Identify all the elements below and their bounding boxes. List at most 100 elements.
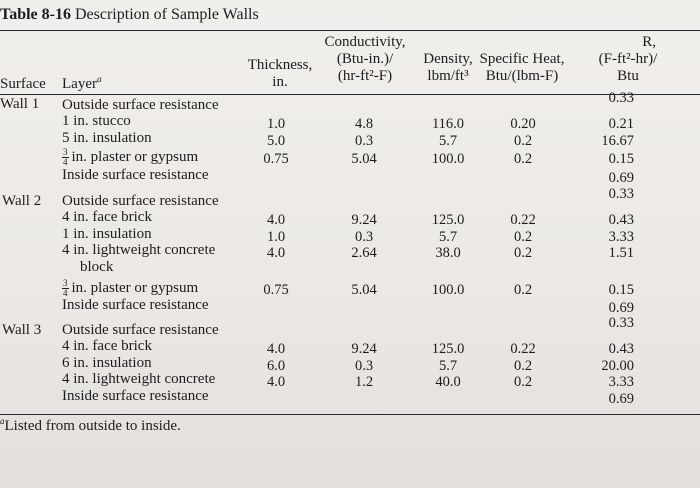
cell-specific-heat: 0.2	[513, 228, 533, 245]
cell-specific-heat: 0.2	[513, 151, 533, 168]
cell-thickness: 0.75	[263, 151, 289, 168]
header-r-line1: R,	[642, 34, 656, 50]
table-number: Table 8-16	[0, 6, 71, 23]
footnote-mark: a	[0, 416, 5, 426]
cell-conductivity: 4.8	[354, 116, 374, 133]
layer-description: 4 in. lightweight concrete	[62, 242, 215, 259]
layer-description: Inside surface resistance	[62, 388, 209, 405]
footnote-text: Listed from outside to inside.	[4, 418, 181, 434]
wall-label: Wall 1	[0, 96, 40, 112]
cell-r-value: 0.43	[608, 212, 634, 229]
header-conductivity-line2: (Btu-in.)/	[336, 51, 394, 67]
layer-text: in. plaster or gypsum	[71, 279, 199, 296]
layer-text: 1 in. stucco	[62, 113, 131, 130]
table-caption: Description of Sample Walls	[74, 6, 259, 23]
layer-description: Outside surface resistance	[62, 97, 219, 114]
fraction-numerator: 3	[62, 147, 69, 159]
cell-specific-heat: 0.22	[510, 341, 536, 358]
cell-thickness: 1.0	[266, 116, 286, 133]
layer-description: Outside surface resistance	[62, 193, 219, 210]
cell-density: 116.0	[431, 116, 465, 133]
header-r-value: R, (F-ft²-hr)/ Btu	[574, 34, 682, 85]
cell-conductivity: 5.04	[351, 151, 377, 168]
layer-description: 1 in. stucco	[62, 113, 131, 130]
header-specific-heat: Specific Heat, Btu/(lbm-F)	[472, 51, 572, 85]
layer-text: in. plaster or gypsum	[71, 149, 199, 166]
header-thickness-line2: in.	[272, 74, 288, 90]
layer-description: Outside surface resistance	[62, 322, 219, 339]
layer-text: 6 in. insulation	[62, 354, 152, 371]
header-surface-label: Surface	[0, 76, 46, 92]
layer-description: 5 in. insulation	[62, 130, 152, 147]
cell-density: 5.7	[438, 357, 458, 374]
layer-description: 4 in. lightweight concrete	[62, 371, 215, 388]
layer-text: Outside surface resistance	[62, 193, 219, 209]
layer-text: Inside surface resistance	[62, 387, 209, 404]
cell-specific-heat: 0.2	[513, 357, 533, 374]
header-conductivity-line1: Conductivity,	[324, 34, 406, 50]
cell-conductivity: 9.24	[351, 212, 377, 229]
cell-specific-heat: 0.22	[510, 212, 536, 229]
header-specific-heat-line1: Specific Heat,	[479, 51, 565, 67]
table-title: Table 8-16 Description of Sample Walls	[0, 6, 259, 24]
layer-text: 4 in. face brick	[62, 338, 152, 355]
layer-description-continued: block	[80, 258, 114, 275]
cell-r-value: 16.67	[601, 132, 634, 149]
header-thickness: Thickness, in.	[240, 57, 320, 91]
layer-text: 5 in. insulation	[62, 129, 152, 146]
header-thickness-line1: Thickness,	[247, 57, 313, 73]
header-layer-label: Layer	[62, 76, 97, 92]
cell-conductivity: 1.2	[354, 374, 374, 391]
cell-thickness: 6.0	[266, 357, 286, 374]
cell-thickness: 4.0	[266, 341, 286, 358]
cell-density: 100.0	[431, 151, 465, 168]
cell-r-value: 0.33	[608, 186, 634, 202]
layer-text: 4 in. lightweight concrete	[62, 371, 216, 388]
cell-specific-heat: 0.2	[513, 282, 533, 298]
cell-thickness: 0.75	[263, 282, 289, 298]
header-density-line2: lbm/ft³	[427, 68, 469, 84]
layer-description: Inside surface resistance	[62, 167, 209, 184]
cell-r-value: 0.33	[608, 90, 634, 106]
cell-r-value: 0.69	[608, 169, 634, 186]
header-layer: Layera	[62, 74, 102, 93]
cell-thickness: 5.0	[266, 132, 286, 149]
cell-specific-heat: 0.2	[513, 132, 533, 149]
cell-r-value: 0.15	[608, 282, 634, 298]
cell-conductivity: 2.64	[351, 245, 377, 262]
cell-conductivity: 0.3	[354, 228, 374, 245]
wall-label: Wall 2	[2, 193, 42, 209]
cell-r-value: 3.33	[608, 228, 634, 245]
layer-description: Inside surface resistance	[62, 297, 209, 314]
top-rule	[0, 30, 700, 31]
cell-thickness: 4.0	[266, 212, 286, 229]
cell-r-value: 0.33	[608, 315, 634, 331]
layer-description: 4 in. face brick	[62, 338, 152, 355]
layer-description: 4 in. face brick	[62, 209, 152, 226]
fraction-numerator: 3	[62, 278, 69, 289]
cell-conductivity: 5.04	[351, 282, 377, 298]
layer-text: 4 in. face brick	[62, 209, 152, 226]
layer-description: 6 in. insulation	[62, 355, 152, 372]
header-r-line3: Btu	[617, 68, 639, 84]
header-surface: Surface	[0, 76, 46, 93]
header-specific-heat-line2: Btu/(lbm-F)	[485, 68, 559, 84]
fraction-denominator: 4	[63, 288, 68, 298]
cell-conductivity: 0.3	[354, 132, 374, 149]
cell-density: 5.7	[438, 228, 458, 245]
header-density-line1: Density,	[423, 51, 473, 67]
cell-thickness: 4.0	[266, 374, 286, 391]
wall-label: Wall 3	[2, 322, 42, 338]
cell-r-value: 0.69	[608, 300, 634, 317]
layer-text: Inside surface resistance	[62, 297, 209, 314]
header-layer-footnote-mark: a	[96, 74, 102, 84]
cell-r-value: 3.33	[608, 374, 634, 391]
header-r-line2: (F-ft²-hr)/	[598, 51, 658, 67]
cell-conductivity: 0.3	[354, 357, 374, 374]
header-rule	[0, 94, 700, 95]
header-conductivity-line3: (hr-ft²-F)	[337, 68, 393, 84]
cell-r-value: 0.69	[608, 390, 634, 407]
fraction-denominator: 4	[63, 157, 68, 168]
